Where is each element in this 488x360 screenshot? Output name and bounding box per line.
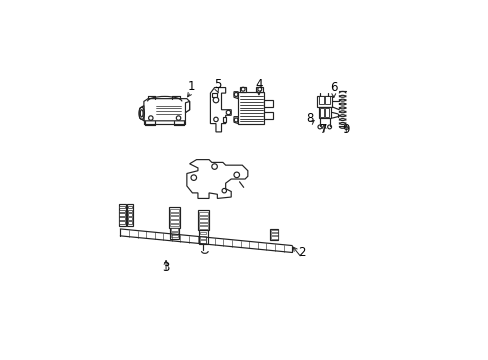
Bar (198, 223, 208, 225)
Bar (319, 96, 324, 104)
Bar (325, 96, 330, 104)
Text: 4: 4 (255, 78, 262, 91)
Text: 8: 8 (306, 112, 313, 125)
Text: 2: 2 (298, 246, 305, 259)
Text: 3: 3 (162, 261, 169, 274)
Bar (127, 206, 132, 208)
Bar (169, 216, 179, 219)
Bar (119, 217, 125, 220)
Bar (320, 108, 324, 117)
Bar (169, 224, 179, 226)
Polygon shape (210, 87, 231, 132)
Bar (171, 228, 177, 231)
Bar (127, 217, 132, 220)
Bar (169, 220, 179, 222)
Polygon shape (143, 99, 189, 121)
Bar (318, 107, 330, 118)
Bar (171, 235, 177, 237)
Bar (264, 112, 272, 120)
Bar (198, 226, 208, 229)
Bar (198, 219, 208, 222)
Bar (317, 96, 332, 107)
Bar (270, 237, 277, 239)
Text: 5: 5 (213, 78, 221, 91)
Bar (238, 92, 264, 123)
Bar (127, 210, 132, 212)
Polygon shape (186, 159, 247, 198)
Bar (198, 216, 208, 218)
Bar (270, 230, 277, 232)
Bar (325, 108, 328, 117)
Bar (169, 209, 179, 212)
Text: 9: 9 (342, 123, 349, 136)
Bar (171, 232, 177, 234)
Polygon shape (168, 207, 180, 228)
Polygon shape (185, 102, 189, 112)
Bar (119, 210, 125, 212)
Polygon shape (233, 117, 238, 123)
Bar (223, 117, 226, 122)
Bar (198, 212, 208, 215)
Bar (169, 213, 179, 215)
Polygon shape (199, 230, 207, 244)
Text: 6: 6 (329, 81, 337, 94)
Bar (270, 233, 277, 235)
Bar (200, 232, 206, 234)
Bar (256, 87, 263, 92)
Bar (127, 221, 132, 224)
Bar (127, 213, 132, 216)
Bar (264, 100, 272, 107)
Bar (200, 240, 206, 243)
Text: 1: 1 (187, 80, 194, 93)
Bar (239, 87, 246, 92)
Polygon shape (269, 229, 278, 240)
Polygon shape (233, 92, 238, 99)
Polygon shape (119, 204, 125, 226)
Bar (119, 221, 125, 224)
Polygon shape (198, 210, 208, 230)
Bar (119, 213, 125, 216)
Polygon shape (170, 228, 178, 239)
Text: 7: 7 (320, 123, 327, 136)
Bar (212, 93, 217, 97)
Bar (200, 236, 206, 239)
Bar (119, 206, 125, 208)
Polygon shape (140, 105, 143, 121)
Polygon shape (127, 204, 133, 226)
